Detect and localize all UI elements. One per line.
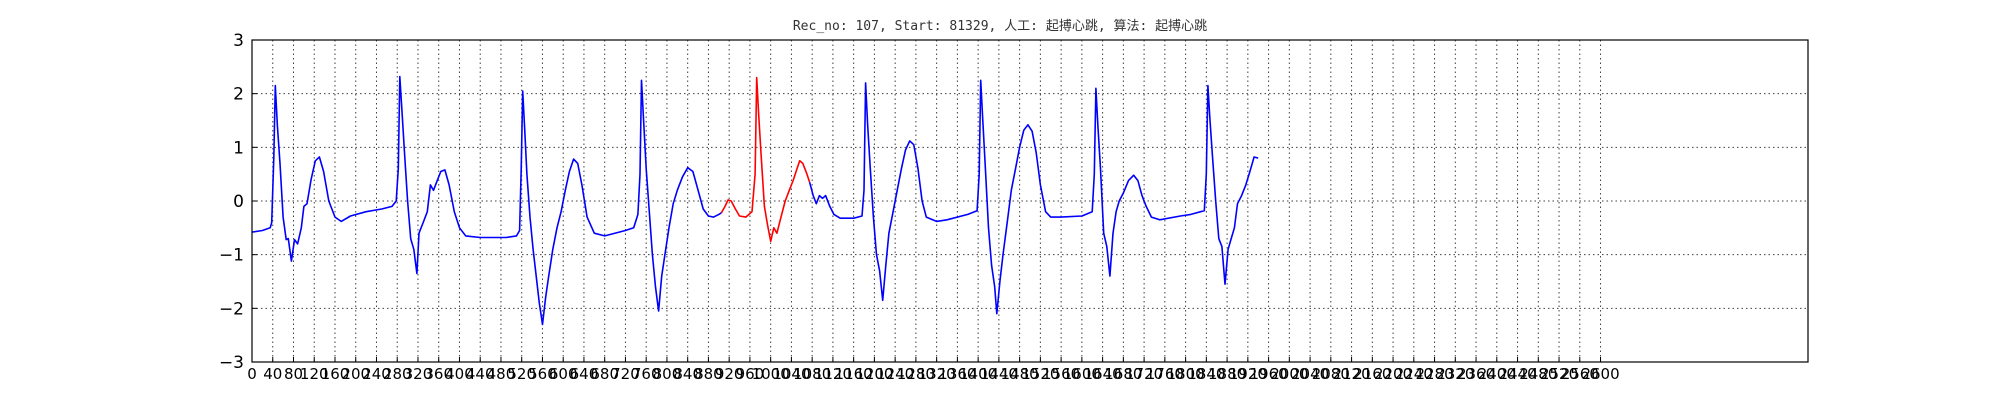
x-tick-label: 1080 bbox=[793, 365, 831, 383]
x-tick-label: 400 bbox=[445, 365, 474, 383]
x-tick-label: 1440 bbox=[980, 365, 1018, 383]
x-tick-label: 600 bbox=[549, 365, 578, 383]
x-tick-label: 1240 bbox=[876, 365, 914, 383]
x-tick-label: 560 bbox=[528, 365, 557, 383]
x-tick-label: 320 bbox=[404, 365, 433, 383]
x-tick-label: 1560 bbox=[1042, 365, 1080, 383]
x-tick-label: 1160 bbox=[835, 365, 873, 383]
y-axis: 3 2 1 0 −1 −2 −3 bbox=[219, 31, 257, 373]
x-tick-label: 2480 bbox=[1519, 365, 1557, 383]
x-tick-label: 40 bbox=[263, 365, 282, 383]
x-tick-label: 440 bbox=[466, 365, 495, 383]
highlighted-beat-line bbox=[720, 76, 811, 243]
ecg-series-line-2 bbox=[808, 79, 1259, 315]
x-tick-label: 1520 bbox=[1021, 365, 1059, 383]
x-tick-label: 200 bbox=[341, 365, 370, 383]
x-tick-label: 2240 bbox=[1395, 365, 1433, 383]
x-tick-label: 2080 bbox=[1312, 365, 1350, 383]
y-tick-label: 0 bbox=[233, 192, 244, 212]
x-tick-label: 520 bbox=[507, 365, 536, 383]
x-tick-label: 2520 bbox=[1540, 365, 1578, 383]
x-tick-label: 1360 bbox=[938, 365, 976, 383]
series-group bbox=[251, 75, 1259, 326]
y-tick-label: 2 bbox=[233, 85, 244, 105]
y-tick-label: −1 bbox=[219, 246, 244, 266]
x-axis: 0 40 8012016020024028032036040044048052056… bbox=[247, 357, 1620, 383]
x-tick-label: 1960 bbox=[1249, 365, 1287, 383]
plot-area-frame bbox=[251, 39, 1809, 363]
x-tick-label: 960 bbox=[736, 365, 765, 383]
x-tick-label: 360 bbox=[424, 365, 453, 383]
x-tick-label: 480 bbox=[487, 365, 516, 383]
x-tick-label: 2440 bbox=[1498, 365, 1536, 383]
x-tick-label: 800 bbox=[653, 365, 682, 383]
x-tick-label: 680 bbox=[590, 365, 619, 383]
grid-lines bbox=[252, 40, 1808, 362]
chart-title: Rec_no: 107, Start: 81329, 人工: 起搏心跳, 算法:… bbox=[793, 18, 1207, 34]
x-tick-label: 80 bbox=[284, 365, 303, 383]
y-tick-label: −2 bbox=[219, 299, 244, 319]
x-tick-label: 1480 bbox=[1001, 365, 1039, 383]
x-tick-label: 2000 bbox=[1270, 365, 1308, 383]
ecg-series-line-0 bbox=[251, 75, 722, 326]
x-tick-label: 720 bbox=[611, 365, 640, 383]
x-tick-label: 2600 bbox=[1581, 365, 1619, 383]
x-tick-label: 1000 bbox=[752, 365, 790, 383]
x-tick-label: 160 bbox=[321, 365, 350, 383]
y-tick-label: 3 bbox=[233, 31, 244, 51]
x-tick-label: 1400 bbox=[959, 365, 997, 383]
x-tick-label: 760 bbox=[632, 365, 661, 383]
x-tick-label: 880 bbox=[694, 365, 723, 383]
x-tick-label: 240 bbox=[362, 365, 391, 383]
x-tick-label: 2120 bbox=[1332, 365, 1370, 383]
x-tick-label: 2160 bbox=[1353, 365, 1391, 383]
x-tick-label: 1840 bbox=[1187, 365, 1225, 383]
x-tick-label: 1640 bbox=[1084, 365, 1122, 383]
x-tick-label: 1600 bbox=[1063, 365, 1101, 383]
x-tick-label: 0 bbox=[247, 365, 257, 383]
x-tick-label: 640 bbox=[570, 365, 599, 383]
x-tick-label: 2200 bbox=[1374, 365, 1412, 383]
x-tick-label: 1760 bbox=[1146, 365, 1184, 383]
x-tick-label: 920 bbox=[715, 365, 744, 383]
x-tick-label: 1320 bbox=[918, 365, 956, 383]
x-tick-label: 1200 bbox=[855, 365, 893, 383]
x-tick-label: 840 bbox=[673, 365, 702, 383]
x-tick-label: 1120 bbox=[814, 365, 852, 383]
x-tick-label: 2560 bbox=[1561, 365, 1599, 383]
x-tick-label: 1880 bbox=[1208, 365, 1246, 383]
y-tick-label: −3 bbox=[219, 353, 244, 373]
x-tick-label: 1680 bbox=[1104, 365, 1142, 383]
x-tick-label: 280 bbox=[383, 365, 412, 383]
x-tick-label: 1800 bbox=[1167, 365, 1205, 383]
x-tick-label: 1920 bbox=[1229, 365, 1267, 383]
x-tick-label: 1040 bbox=[772, 365, 810, 383]
x-tick-label: 2320 bbox=[1436, 365, 1474, 383]
x-tick-label: 1280 bbox=[897, 365, 935, 383]
x-tick-label: 1720 bbox=[1125, 365, 1163, 383]
x-tick-label: 2400 bbox=[1478, 365, 1516, 383]
x-tick-label: 120 bbox=[300, 365, 329, 383]
x-tick-label: 2280 bbox=[1415, 365, 1453, 383]
x-tick-label: 2040 bbox=[1291, 365, 1329, 383]
x-tick-label: 2360 bbox=[1457, 365, 1495, 383]
y-tick-label: 1 bbox=[233, 138, 244, 158]
